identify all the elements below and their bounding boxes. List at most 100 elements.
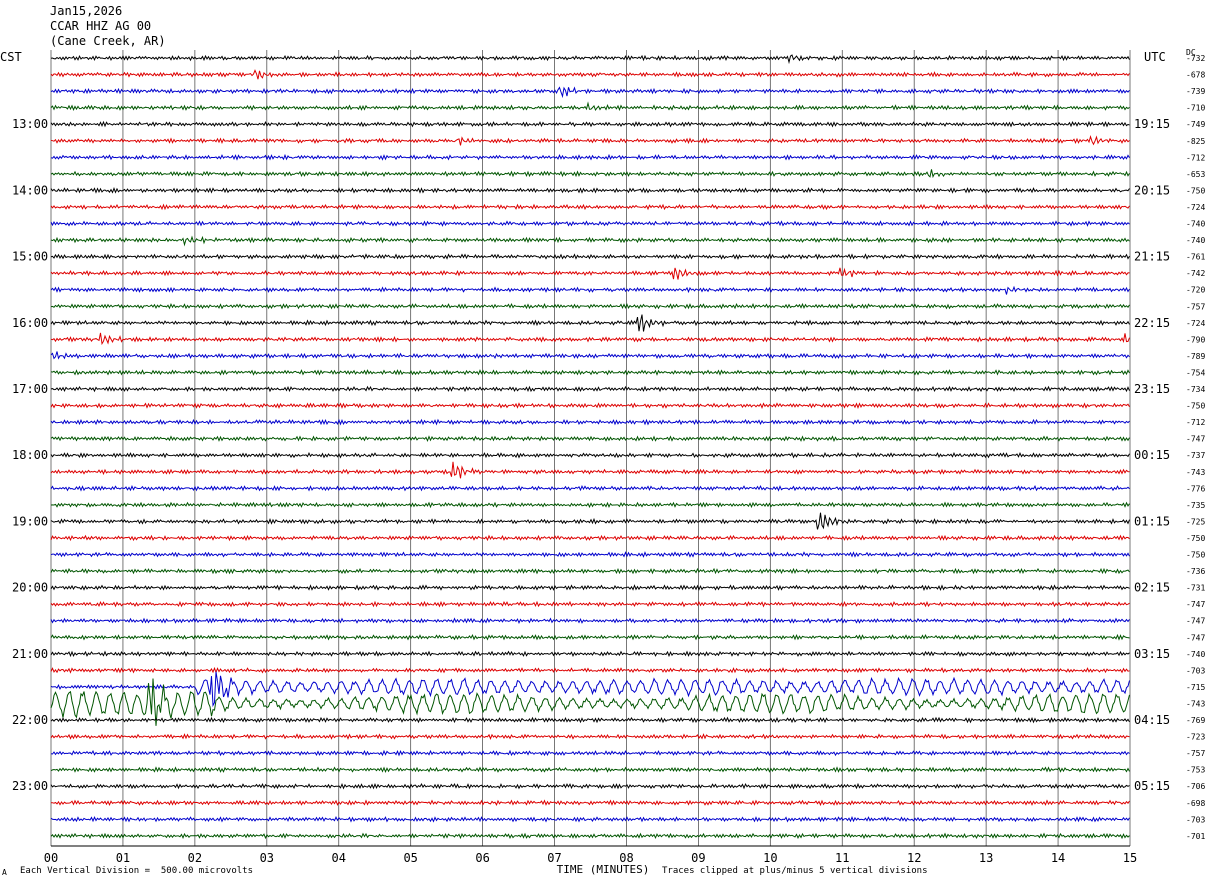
- left-hour-label: 16:00: [12, 316, 48, 330]
- dc-offset-label: -743: [1186, 468, 1205, 477]
- seismic-trace: [50, 678, 1130, 726]
- dc-offset-label: -750: [1186, 402, 1205, 411]
- dc-offset-label: -703: [1186, 666, 1205, 675]
- x-axis-title: TIME (MINUTES): [557, 863, 650, 876]
- axis-labels: 00 01 02 03 04 05 06 07 08 09 10 11 12 13 14 15 TIME (MI…: [12, 54, 1205, 876]
- seismic-trace: [50, 69, 1130, 80]
- seismic-trace: [50, 451, 1130, 459]
- dc-offset-label: -739: [1186, 87, 1205, 96]
- dc-offset-label: -723: [1186, 733, 1205, 742]
- seismic-trace: [50, 766, 1130, 774]
- seismic-trace: [50, 815, 1130, 823]
- right-hour-label: 01:15: [1134, 514, 1170, 528]
- right-hour-label: 19:15: [1134, 117, 1170, 131]
- dc-offset-label: -757: [1186, 749, 1205, 758]
- x-tick-label: 01: [116, 851, 130, 865]
- dc-offset-label: -740: [1186, 650, 1205, 659]
- dc-offset-label: -747: [1186, 617, 1205, 626]
- seismic-trace: [50, 512, 1130, 530]
- x-tick-label: 03: [260, 851, 274, 865]
- seismic-trace: [50, 186, 1130, 194]
- dc-offset-label: -750: [1186, 534, 1205, 543]
- seismic-trace: [50, 650, 1130, 658]
- x-tick-label: 15: [1123, 851, 1137, 865]
- seismic-trace: [50, 351, 1130, 360]
- dc-offset-label: -734: [1186, 385, 1205, 394]
- dc-offset-label: -712: [1186, 418, 1205, 427]
- x-tick-label: 02: [188, 851, 202, 865]
- dc-offset-label: -715: [1186, 683, 1205, 692]
- dc-offset-label: -740: [1186, 236, 1205, 245]
- left-timezone: CST: [0, 50, 22, 64]
- dc-offset-label: -750: [1186, 551, 1205, 560]
- left-hour-label: 13:00: [12, 117, 48, 131]
- seismic-trace: [50, 666, 1130, 674]
- seismic-trace: [50, 153, 1130, 161]
- left-hour-label: 19:00: [12, 514, 48, 528]
- dc-offset-label: -742: [1186, 269, 1205, 278]
- dc-offset-label: -710: [1186, 104, 1205, 113]
- seismic-trace: [50, 671, 1130, 708]
- left-hour-label: 21:00: [12, 647, 48, 661]
- seismic-trace: [50, 799, 1130, 807]
- seismic-trace: [50, 567, 1130, 575]
- dc-offset-label: -724: [1186, 203, 1205, 212]
- seismic-trace: [50, 54, 1130, 65]
- seismic-trace: [50, 782, 1130, 790]
- time-grid: [50, 50, 1131, 847]
- x-tick-label: 06: [475, 851, 489, 865]
- dc-offset-label: -743: [1186, 699, 1205, 708]
- dc-offset-label: -735: [1186, 501, 1205, 510]
- dc-offset-label: -720: [1186, 286, 1205, 295]
- seismic-trace: [50, 551, 1130, 558]
- left-hour-label: 18:00: [12, 448, 48, 462]
- x-tick-label: 08: [619, 851, 633, 865]
- dc-offset-label: -725: [1186, 517, 1205, 526]
- dc-offset-label: -761: [1186, 253, 1205, 262]
- dc-offset-label: -747: [1186, 435, 1205, 444]
- station-location: (Cane Creek, AR): [50, 34, 166, 48]
- dc-offset-label: -789: [1186, 352, 1205, 361]
- seismic-trace: [50, 101, 1130, 112]
- seismic-trace: [50, 314, 1130, 332]
- dc-offset-label: -724: [1186, 319, 1205, 328]
- seismic-trace: [50, 385, 1130, 393]
- dc-offset-label: -701: [1186, 832, 1205, 841]
- right-hour-label: 02:15: [1134, 581, 1170, 595]
- right-hour-label: 04:15: [1134, 713, 1170, 727]
- left-hour-label: 17:00: [12, 382, 48, 396]
- corner-mark: A: [2, 868, 7, 877]
- right-hour-label: 00:15: [1134, 448, 1170, 462]
- seismic-trace: [50, 435, 1130, 443]
- dc-offset-label: -731: [1186, 584, 1205, 593]
- seismic-trace: [50, 600, 1130, 608]
- right-hour-label: 21:15: [1134, 250, 1170, 264]
- seismic-trace: [50, 86, 1130, 99]
- right-hour-label: 23:15: [1134, 382, 1170, 396]
- right-hour-label: 22:15: [1134, 316, 1170, 330]
- plot-date: Jan15,2026: [50, 4, 123, 18]
- dc-label: DC: [1186, 48, 1196, 57]
- dc-offset-label: -747: [1186, 633, 1205, 642]
- seismic-trace: [50, 832, 1130, 840]
- seismic-trace: [50, 733, 1130, 740]
- right-timezone: UTC: [1144, 50, 1166, 64]
- dc-offset-label: -769: [1186, 716, 1205, 725]
- x-tick-label: 12: [907, 851, 921, 865]
- right-hour-label: 03:15: [1134, 647, 1170, 661]
- dc-offset-label: -825: [1186, 137, 1205, 146]
- left-hour-label: 23:00: [12, 779, 48, 793]
- left-hour-label: 20:00: [12, 581, 48, 595]
- dc-offset-label: -678: [1186, 71, 1205, 80]
- seismic-trace: [50, 749, 1130, 757]
- x-tick-label: 04: [332, 851, 346, 865]
- seismic-trace: [50, 120, 1130, 128]
- left-hour-label: 22:00: [12, 713, 48, 727]
- dc-offset-label: -712: [1186, 153, 1205, 162]
- seismic-trace: [50, 461, 1130, 479]
- left-hour-label: 14:00: [12, 183, 48, 197]
- seismic-trace: [50, 134, 1130, 146]
- seismic-trace: [50, 402, 1130, 409]
- right-hour-label: 20:15: [1134, 183, 1170, 197]
